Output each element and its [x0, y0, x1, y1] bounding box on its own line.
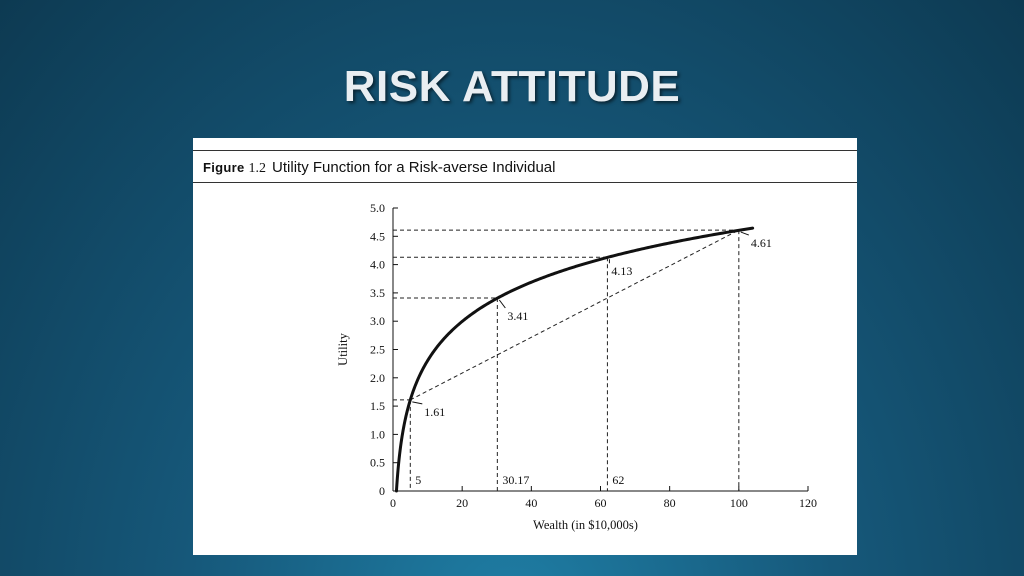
point-value-label: 3.41 — [507, 309, 528, 323]
y-tick-label: 3.5 — [370, 286, 385, 300]
point-value-label: 4.61 — [751, 236, 772, 250]
figure-label: Figure — [203, 160, 245, 175]
figure-caption-text: Utility Function for a Risk-averse Indiv… — [272, 159, 556, 176]
y-tick-label: 0.5 — [370, 456, 385, 470]
wealth-value-label: 5 — [415, 473, 421, 487]
x-tick-label: 100 — [730, 496, 748, 510]
x-tick-label: 60 — [595, 496, 607, 510]
point-pointer — [498, 299, 506, 309]
y-tick-label: 5.0 — [370, 201, 385, 215]
x-axis-label: Wealth (in $10,000s) — [533, 518, 638, 532]
slide-title: RISK ATTITUDE — [343, 62, 681, 111]
y-axis-label: Utility — [336, 332, 350, 365]
wealth-value-label: 30.17 — [502, 473, 529, 487]
figure-caption: Figure 1.2 Utility Function for a Risk-ave… — [203, 159, 555, 177]
top-rule — [193, 150, 857, 151]
x-tick-label: 20 — [456, 496, 468, 510]
y-tick-label: 2.0 — [370, 371, 385, 385]
x-tick-label: 80 — [664, 496, 676, 510]
y-tick-label: 3.0 — [370, 314, 385, 328]
point-pointer — [740, 231, 750, 236]
x-tick-label: 0 — [390, 496, 396, 510]
y-tick-label: 1.0 — [370, 427, 385, 441]
y-tick-label: 2.5 — [370, 343, 385, 357]
point-value-label: 4.13 — [611, 264, 632, 278]
caption-rule — [193, 182, 857, 183]
utility-chart: 0 0.5 1.0 1.5 2.0 2.5 3.0 3.5 4.0 4.5 5.0 0 20 40 60 80… — [336, 201, 817, 532]
y-tick-label: 0 — [379, 484, 385, 498]
y-tick-label: 1.5 — [370, 399, 385, 413]
y-tick-label: 4.0 — [370, 258, 385, 272]
x-tick-label: 120 — [799, 496, 817, 510]
utility-curve — [394, 226, 755, 493]
chord-line — [410, 229, 740, 401]
y-tick-label: 4.5 — [370, 229, 385, 243]
point-value-label: 1.61 — [424, 405, 445, 419]
figure-number: 1.2 — [248, 161, 267, 176]
point-pointer — [412, 401, 423, 405]
figure-panel: Figure 1.2 Utility Function for a Risk-ave… — [193, 138, 857, 555]
wealth-value-label: 62 — [612, 473, 624, 487]
x-tick-label: 40 — [525, 496, 537, 510]
